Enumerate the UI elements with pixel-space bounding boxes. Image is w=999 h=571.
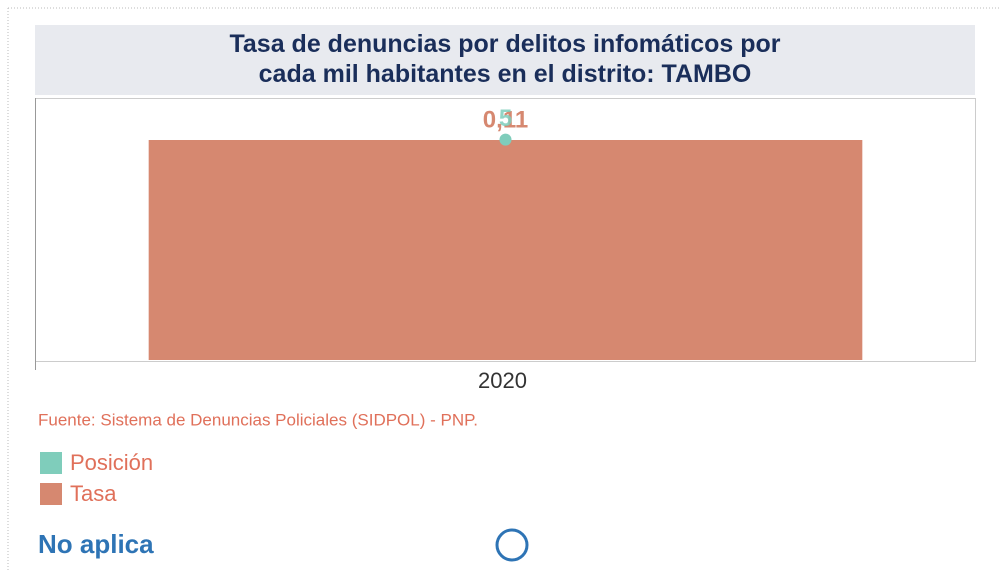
legend-swatch bbox=[40, 452, 62, 474]
legend-label: Tasa bbox=[70, 481, 117, 506]
status-icon bbox=[495, 528, 529, 562]
source: Fuente: Sistema de Denuncias Policiales … bbox=[38, 410, 478, 429]
legend-label: Posición bbox=[70, 450, 153, 475]
note: No aplica bbox=[38, 529, 154, 559]
legend-swatch bbox=[40, 483, 62, 505]
bar bbox=[148, 140, 863, 360]
data-label: 5 bbox=[499, 105, 512, 132]
title-box bbox=[35, 25, 975, 95]
position-dot bbox=[499, 133, 512, 146]
data-label: 0,11 bbox=[483, 106, 528, 133]
x-tick-label: 2020 bbox=[478, 368, 527, 393]
chart-title: Tasa de denuncias por delitos infomático… bbox=[229, 30, 780, 88]
